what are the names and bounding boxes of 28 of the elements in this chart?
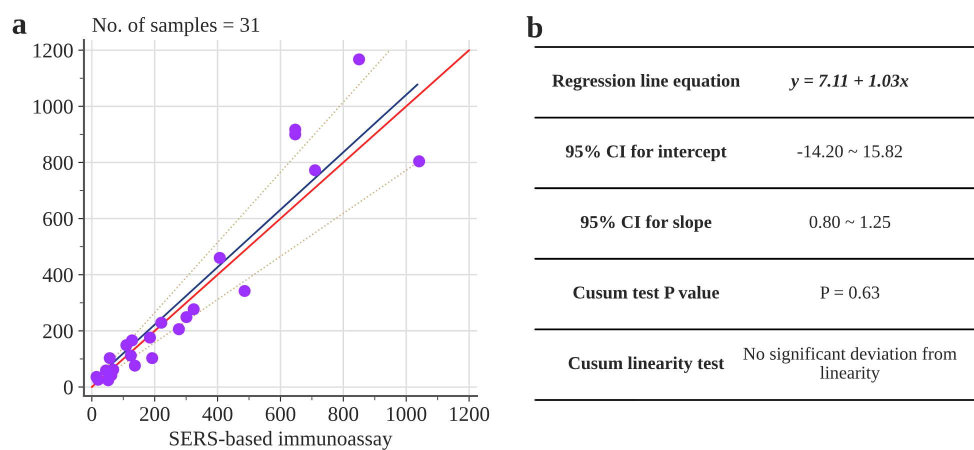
text: P = 0.63 [820,286,880,299]
text: b [526,16,542,38]
x-tick-label: 200 [140,407,170,422]
x-tick-label: 800 [328,407,358,422]
text: 0.80 ~ 1.25 [810,216,890,228]
text: -14.20 ~ 15.82 [798,145,902,158]
y-tick-label: 0 [64,380,73,394]
y-tick-label: 800 [43,156,73,170]
y-tick-label: 1200 [34,44,73,58]
text: Cusum test P value [573,286,720,299]
text: a [12,19,27,34]
x-tick-label: 600 [266,407,296,422]
x-tick-label: 400 [202,407,232,422]
text: y = 7.11 + 1.03x [789,74,908,90]
x-tick-label: 1200 [450,407,490,422]
y-tick-label: 600 [43,212,73,226]
x-axis-title: SERS-based immunoassay [170,430,392,450]
text: No significant deviation from linearity [743,346,957,382]
text: Cusum linearity test [568,356,724,373]
text: 95% CI for intercept [566,144,727,162]
text: Regression line equation [552,74,740,91]
y-tick-label: 200 [43,324,73,338]
x-tick-label: 1000 [387,407,426,422]
chart-title: No. of samples = 31 [92,17,260,36]
x-tick-label: 0 [87,407,96,422]
text: 95% CI for slope [580,215,712,232]
y-tick-label: 400 [42,268,73,282]
y-tick-label: 1000 [34,100,73,114]
